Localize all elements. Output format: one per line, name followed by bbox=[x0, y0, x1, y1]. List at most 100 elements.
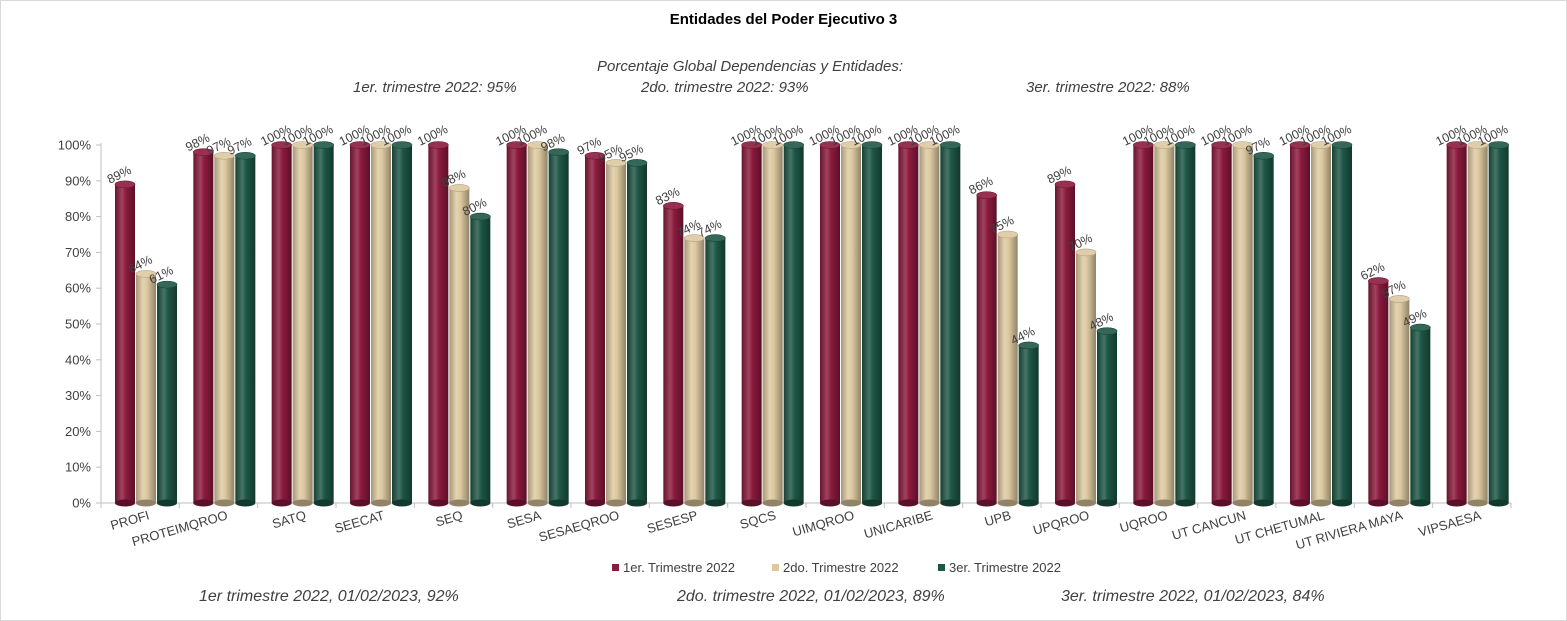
bar-body bbox=[371, 145, 391, 503]
bar-base bbox=[313, 499, 334, 507]
bar-base bbox=[1253, 499, 1274, 507]
bar-cap bbox=[1133, 141, 1154, 149]
bar-base bbox=[1488, 499, 1509, 507]
y-tick-label: 10% bbox=[65, 460, 91, 475]
bar-base bbox=[392, 499, 412, 507]
bar-cap bbox=[997, 230, 1018, 239]
bar bbox=[762, 141, 783, 507]
bar-cap bbox=[506, 141, 527, 149]
bar-base bbox=[1154, 499, 1175, 507]
global-q1-note: 1er. trimestre 2022: 95% bbox=[353, 79, 517, 96]
bar-cap bbox=[1410, 323, 1431, 332]
footer-q2-note: 2do. trimestre 2022, 01/02/2023, 89% bbox=[677, 588, 945, 605]
bar-body bbox=[136, 273, 156, 503]
bar-base bbox=[1368, 499, 1389, 507]
bar-body bbox=[997, 234, 1018, 503]
legend-swatch-q3 bbox=[938, 564, 945, 571]
bar bbox=[940, 141, 961, 507]
bar-base bbox=[997, 499, 1018, 507]
bar bbox=[214, 151, 235, 507]
bar-body bbox=[271, 145, 292, 503]
bar-base bbox=[898, 499, 919, 507]
bar-cap bbox=[428, 141, 449, 149]
bar-base bbox=[762, 499, 783, 507]
y-tick-label: 0% bbox=[72, 496, 91, 511]
footer-q1-note: 1er trimestre 2022, 01/02/2023, 92% bbox=[199, 588, 459, 605]
bar bbox=[470, 212, 491, 507]
bar-cap bbox=[898, 141, 919, 149]
bar-cap bbox=[193, 148, 214, 156]
bar-cap bbox=[548, 148, 569, 156]
legend-label-q1: 1er. Trimestre 2022 bbox=[623, 560, 735, 575]
y-tick-label: 50% bbox=[65, 317, 91, 332]
y-tick-label: 70% bbox=[65, 245, 91, 260]
bar-base bbox=[271, 499, 292, 507]
bar-base bbox=[862, 499, 882, 507]
bar-body bbox=[193, 152, 214, 503]
bar-cap bbox=[1175, 141, 1196, 149]
bar bbox=[428, 141, 449, 507]
bar bbox=[1232, 141, 1253, 507]
bar bbox=[156, 280, 178, 507]
bar-body bbox=[1410, 327, 1431, 503]
bar-cap bbox=[1368, 277, 1389, 285]
bar-cap bbox=[1096, 327, 1118, 335]
bar bbox=[1446, 141, 1467, 507]
bar bbox=[271, 141, 292, 507]
bar bbox=[114, 180, 136, 507]
bar-body bbox=[1018, 345, 1039, 503]
bar-base bbox=[783, 499, 804, 507]
bar-cap bbox=[349, 141, 371, 149]
bar bbox=[1467, 141, 1488, 507]
bar-base bbox=[157, 499, 177, 507]
bar-cap bbox=[819, 141, 841, 149]
bar bbox=[705, 234, 726, 507]
bar-cap bbox=[1467, 141, 1488, 149]
bar-base bbox=[684, 499, 705, 507]
bar bbox=[819, 141, 841, 507]
bar-body bbox=[1332, 145, 1352, 503]
y-tick-label: 20% bbox=[65, 424, 91, 439]
bar-cap bbox=[684, 234, 705, 242]
bar-base bbox=[470, 499, 491, 507]
bar-body bbox=[449, 187, 470, 503]
bar-cap bbox=[940, 141, 961, 149]
bar-cap bbox=[1488, 141, 1509, 149]
bar bbox=[1389, 295, 1410, 507]
bar-body bbox=[1446, 145, 1467, 503]
bar-base bbox=[1211, 499, 1232, 507]
x-tick-label: SATQ bbox=[270, 507, 307, 531]
bar-cap bbox=[391, 141, 413, 149]
x-tick-label: PROFI bbox=[109, 507, 151, 532]
bar-base bbox=[1446, 499, 1467, 507]
legend-item-q3: 3er. Trimestre 2022 bbox=[938, 560, 1061, 575]
x-tick-label: SESAEQROO bbox=[537, 507, 621, 544]
bar bbox=[584, 151, 606, 507]
bar bbox=[1211, 141, 1232, 507]
bar-body bbox=[1290, 145, 1310, 503]
bar-cap bbox=[705, 234, 726, 242]
bar-cap bbox=[271, 141, 292, 149]
bar bbox=[1096, 327, 1118, 507]
bar-cap bbox=[861, 141, 883, 149]
bar-body bbox=[470, 216, 491, 503]
bar bbox=[626, 159, 648, 507]
bar bbox=[313, 141, 334, 507]
bar bbox=[349, 141, 371, 507]
bar-body bbox=[1467, 145, 1488, 503]
bar-cap bbox=[235, 151, 256, 160]
bar bbox=[548, 148, 569, 507]
legend-label-q3: 3er. Trimestre 2022 bbox=[949, 560, 1061, 575]
bar-body bbox=[527, 145, 548, 503]
bar-base bbox=[527, 499, 548, 507]
bar-body bbox=[762, 145, 783, 503]
bar-cap bbox=[605, 159, 627, 167]
bar-base bbox=[1232, 499, 1253, 507]
bar-base bbox=[1097, 499, 1117, 507]
global-percentage-heading: Porcentaje Global Dependencias y Entidad… bbox=[597, 58, 904, 75]
bar-base bbox=[606, 499, 626, 507]
bar-base bbox=[136, 499, 156, 507]
bar bbox=[193, 148, 214, 507]
bar-base bbox=[1175, 499, 1196, 507]
bar bbox=[898, 141, 919, 507]
